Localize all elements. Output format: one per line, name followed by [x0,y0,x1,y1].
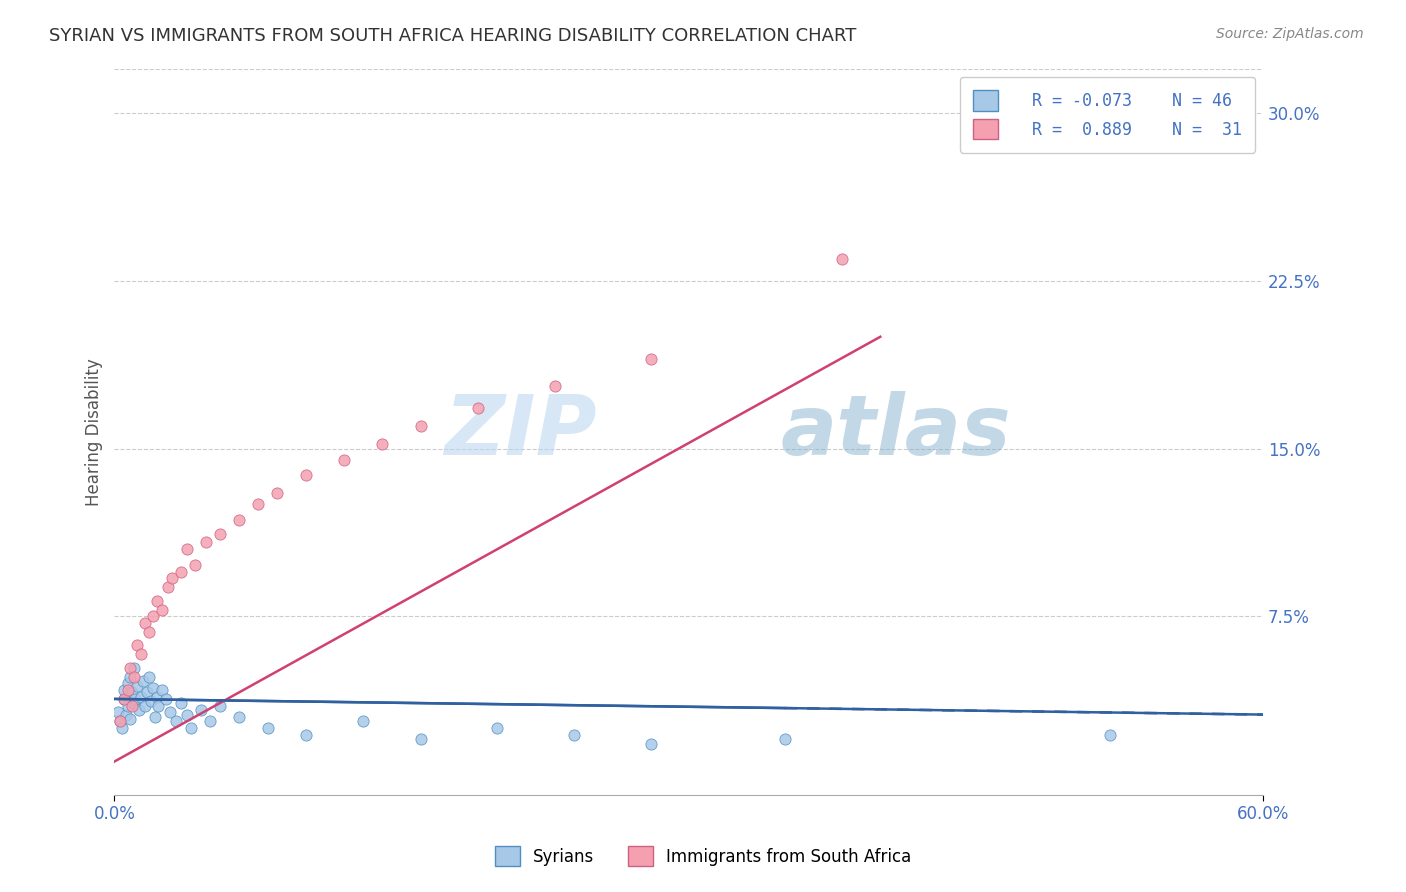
Point [145,690,167,704]
Y-axis label: Hearing Disability: Hearing Disability [86,358,103,506]
Point [122,697,145,711]
Point [115,707,138,722]
Point [467,401,489,416]
Point [142,609,165,624]
Point [333,452,356,467]
Point [228,513,250,527]
Point [138,624,160,639]
Point [157,580,180,594]
Point [148,698,170,713]
Point [136,685,159,699]
Point [112,692,135,706]
Point [831,252,853,266]
Text: atlas: atlas [780,392,1011,472]
Point [129,647,152,661]
Point [117,698,139,713]
Point [139,694,162,708]
Point [159,706,181,720]
Point [640,737,662,751]
Point [170,697,193,711]
Point [773,732,796,747]
Point [145,593,167,607]
Point [138,669,160,683]
Point [118,712,141,726]
Point [122,660,145,674]
Point [295,728,318,742]
Point [190,703,212,717]
Point [143,710,166,724]
Point [1099,728,1122,742]
Point [180,721,202,735]
Point [127,638,149,652]
Point [256,721,278,735]
Point [640,352,662,367]
Point [129,690,152,704]
Point [128,703,150,717]
Point [562,728,585,742]
Point [121,698,143,713]
Point [486,721,509,735]
Point [134,698,156,713]
Legend:   R = -0.073    N = 46,   R =  0.889    N =  31: R = -0.073 N = 46, R = 0.889 N = 31 [960,77,1256,153]
Point [409,419,432,434]
Point [121,685,143,699]
Point [118,660,141,674]
Point [112,692,135,706]
Point [195,535,218,549]
Point [117,683,139,698]
Point [544,379,567,393]
Point [117,676,139,690]
Point [176,542,198,557]
Point [165,714,187,729]
Point [150,683,173,698]
Point [266,486,288,500]
Text: Source: ZipAtlas.com: Source: ZipAtlas.com [1216,27,1364,41]
Point [112,683,135,698]
Point [170,565,193,579]
Point [208,698,231,713]
Point [160,571,183,585]
Point [127,679,149,693]
Point [247,498,270,512]
Point [184,558,207,572]
Legend: Syrians, Immigrants from South Africa: Syrians, Immigrants from South Africa [486,838,920,875]
Point [108,714,131,729]
Text: SYRIAN VS IMMIGRANTS FROM SOUTH AFRICA HEARING DISABILITY CORRELATION CHART: SYRIAN VS IMMIGRANTS FROM SOUTH AFRICA H… [49,27,856,45]
Point [142,681,165,695]
Point [122,669,145,683]
Point [124,692,146,706]
Point [107,706,129,720]
Point [111,721,134,735]
Point [208,526,231,541]
Point [295,468,318,483]
Point [228,710,250,724]
Point [176,707,198,722]
Point [198,714,221,729]
Point [155,692,177,706]
Point [134,615,156,630]
Point [118,669,141,683]
Point [108,714,131,729]
Point [150,602,173,616]
Point [371,437,394,451]
Point [352,714,374,729]
Point [132,674,155,689]
Text: ZIP: ZIP [444,392,598,472]
Point [409,732,432,747]
